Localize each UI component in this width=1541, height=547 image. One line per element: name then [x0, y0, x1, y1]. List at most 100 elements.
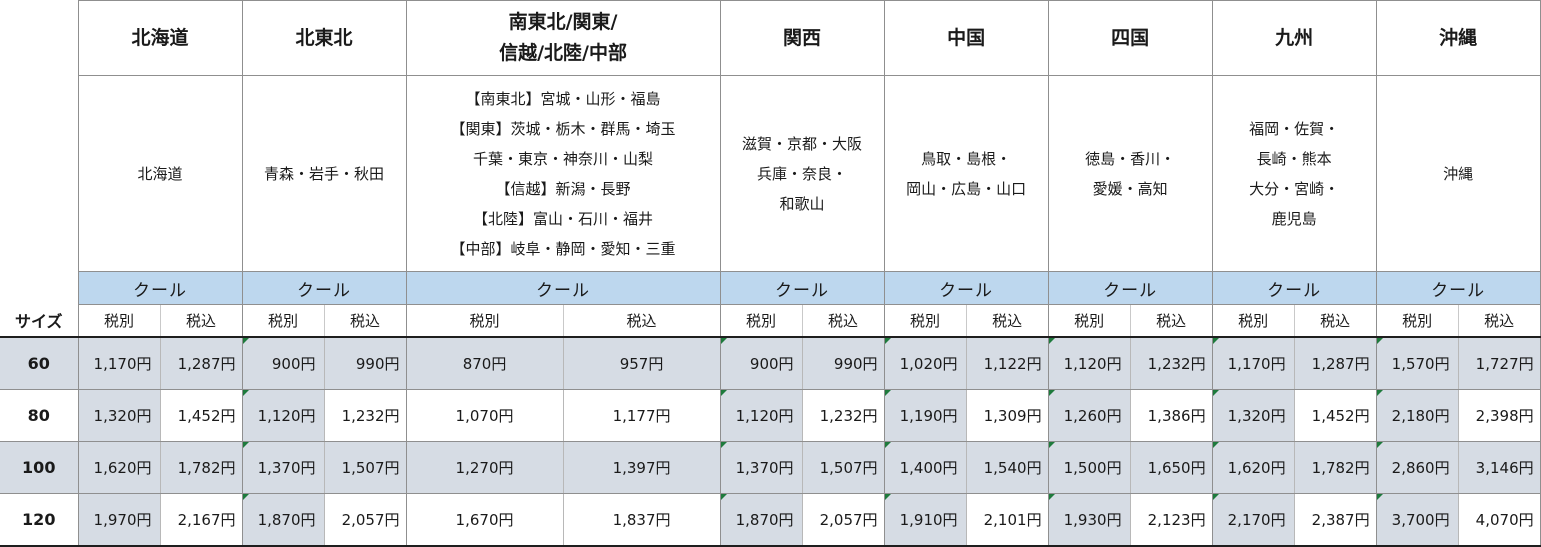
price-text: 1,320円 — [1227, 407, 1286, 425]
text-line: 福岡・佐賀・ — [1249, 119, 1340, 138]
price-tax-included: 2,101円 — [966, 493, 1049, 547]
price-text: 1,727円 — [1475, 355, 1534, 373]
price-tax-included: 1,782円 — [1294, 441, 1377, 494]
comment-marker — [720, 390, 727, 396]
price-tax-included: 1,287円 — [1294, 337, 1377, 390]
price-text: 1,287円 — [177, 355, 236, 373]
price-tax-included: 1,177円 — [563, 389, 721, 442]
price-text: 1,837円 — [612, 511, 671, 529]
tax-excluded-header: 税別 — [1376, 304, 1459, 338]
text-line: 九州 — [1275, 26, 1314, 49]
price-text: 1,370円 — [735, 459, 794, 477]
price-tax-excluded: 1,970円 — [78, 493, 161, 547]
comment-marker — [884, 390, 891, 396]
price-text: 1,120円 — [735, 407, 794, 425]
price-text: 1,620円 — [1227, 459, 1286, 477]
price-text: 870円 — [462, 355, 507, 373]
text-line: 大分・宮崎・ — [1249, 179, 1340, 198]
price-tax-excluded: 1,120円 — [242, 389, 325, 442]
tax-included-header: 税込 — [1294, 304, 1377, 338]
price-tax-excluded: 1,020円 — [884, 337, 967, 390]
price-tax-included: 1,122円 — [966, 337, 1049, 390]
text-line: 関西 — [783, 26, 822, 49]
price-text: 1,170円 — [93, 355, 152, 373]
price-tax-included: 1,309円 — [966, 389, 1049, 442]
price-text: 1,620円 — [93, 459, 152, 477]
comment-marker — [242, 390, 249, 396]
text-line: 中国 — [947, 26, 986, 49]
text-line: 四国 — [1111, 26, 1150, 49]
region-name: 南東北/関東/信越/北陸/中部 — [406, 0, 721, 76]
price-tax-included: 1,232円 — [802, 389, 885, 442]
tax-excluded-header: 税別 — [1212, 304, 1295, 338]
comment-marker — [242, 494, 249, 500]
text-line: 北海道 — [131, 26, 189, 49]
price-text: 1,500円 — [1063, 459, 1122, 477]
comment-marker — [1376, 338, 1383, 344]
price-text: 990円 — [833, 355, 878, 373]
price-text: 1,452円 — [1311, 407, 1370, 425]
table-row: 60 1,170円 1,287円 900円 990円 870円 957円 900円 990円 1,… — [0, 337, 1541, 390]
tax-excluded-header: 税別 — [1048, 304, 1131, 338]
tax-excluded-header: 税別 — [884, 304, 967, 338]
comment-marker — [242, 338, 249, 344]
comment-marker — [1212, 442, 1219, 448]
price-text: 3,146円 — [1475, 459, 1534, 477]
text-line: 【北陸】富山・石川・福井 — [473, 209, 654, 228]
price-tax-included: 1,232円 — [324, 389, 407, 442]
price-tax-excluded: 1,370円 — [720, 441, 803, 494]
comment-marker — [1212, 338, 1219, 344]
comment-marker — [1376, 390, 1383, 396]
corner-cell — [0, 75, 79, 272]
price-tax-excluded: 1,500円 — [1048, 441, 1131, 494]
text-line: 【信越】新潟・長野 — [495, 179, 631, 198]
price-text: 1,930円 — [1063, 511, 1122, 529]
price-tax-excluded: 1,260円 — [1048, 389, 1131, 442]
text-line: 滋賀・京都・大阪 — [742, 134, 863, 153]
price-text: 2,860円 — [1391, 459, 1450, 477]
price-text: 1,122円 — [983, 355, 1042, 373]
price-tax-included: 2,398円 — [1458, 389, 1541, 442]
price-tax-included: 1,232円 — [1130, 337, 1213, 390]
price-tax-excluded: 2,180円 — [1376, 389, 1459, 442]
price-tax-excluded: 1,120円 — [1048, 337, 1131, 390]
price-text: 2,387円 — [1311, 511, 1370, 529]
text-line: 鳥取・島根・ — [921, 149, 1012, 168]
text-line: 徳島・香川・ — [1085, 149, 1176, 168]
comment-marker — [1376, 494, 1383, 500]
price-tax-included: 990円 — [324, 337, 407, 390]
price-tax-excluded: 2,170円 — [1212, 493, 1295, 547]
tax-included-header: 税込 — [160, 304, 243, 338]
comment-marker — [1212, 494, 1219, 500]
corner-cell — [0, 0, 79, 76]
text-line: 鹿児島 — [1271, 209, 1317, 228]
price-text: 1,232円 — [1147, 355, 1206, 373]
price-text: 1,260円 — [1063, 407, 1122, 425]
price-text: 2,123円 — [1147, 511, 1206, 529]
price-text: 1,309円 — [983, 407, 1042, 425]
price-tax-included: 1,287円 — [160, 337, 243, 390]
region-name: 四国 — [1048, 0, 1213, 76]
size-value: 80 — [0, 389, 79, 442]
tax-excluded-header: 税別 — [720, 304, 803, 338]
comment-marker — [720, 442, 727, 448]
price-text: 957円 — [619, 355, 664, 373]
price-text: 1,910円 — [899, 511, 958, 529]
price-tax-excluded: 1,320円 — [78, 389, 161, 442]
price-tax-excluded: 1,270円 — [406, 441, 564, 494]
price-text: 1,232円 — [341, 407, 400, 425]
price-tax-included: 1,540円 — [966, 441, 1049, 494]
price-text: 2,398円 — [1475, 407, 1534, 425]
region-prefectures: 滋賀・京都・大阪 兵庫・奈良・ 和歌山 — [720, 75, 885, 272]
comment-marker — [242, 442, 249, 448]
price-tax-excluded: 1,570円 — [1376, 337, 1459, 390]
price-tax-excluded: 1,620円 — [78, 441, 161, 494]
price-tax-excluded: 1,070円 — [406, 389, 564, 442]
price-tax-included: 1,452円 — [160, 389, 243, 442]
price-text: 1,386円 — [1147, 407, 1206, 425]
comment-marker — [884, 494, 891, 500]
tax-included-header: 税込 — [802, 304, 885, 338]
region-prefectures: 徳島・香川・ 愛媛・高知 — [1048, 75, 1213, 272]
price-tax-excluded: 1,320円 — [1212, 389, 1295, 442]
